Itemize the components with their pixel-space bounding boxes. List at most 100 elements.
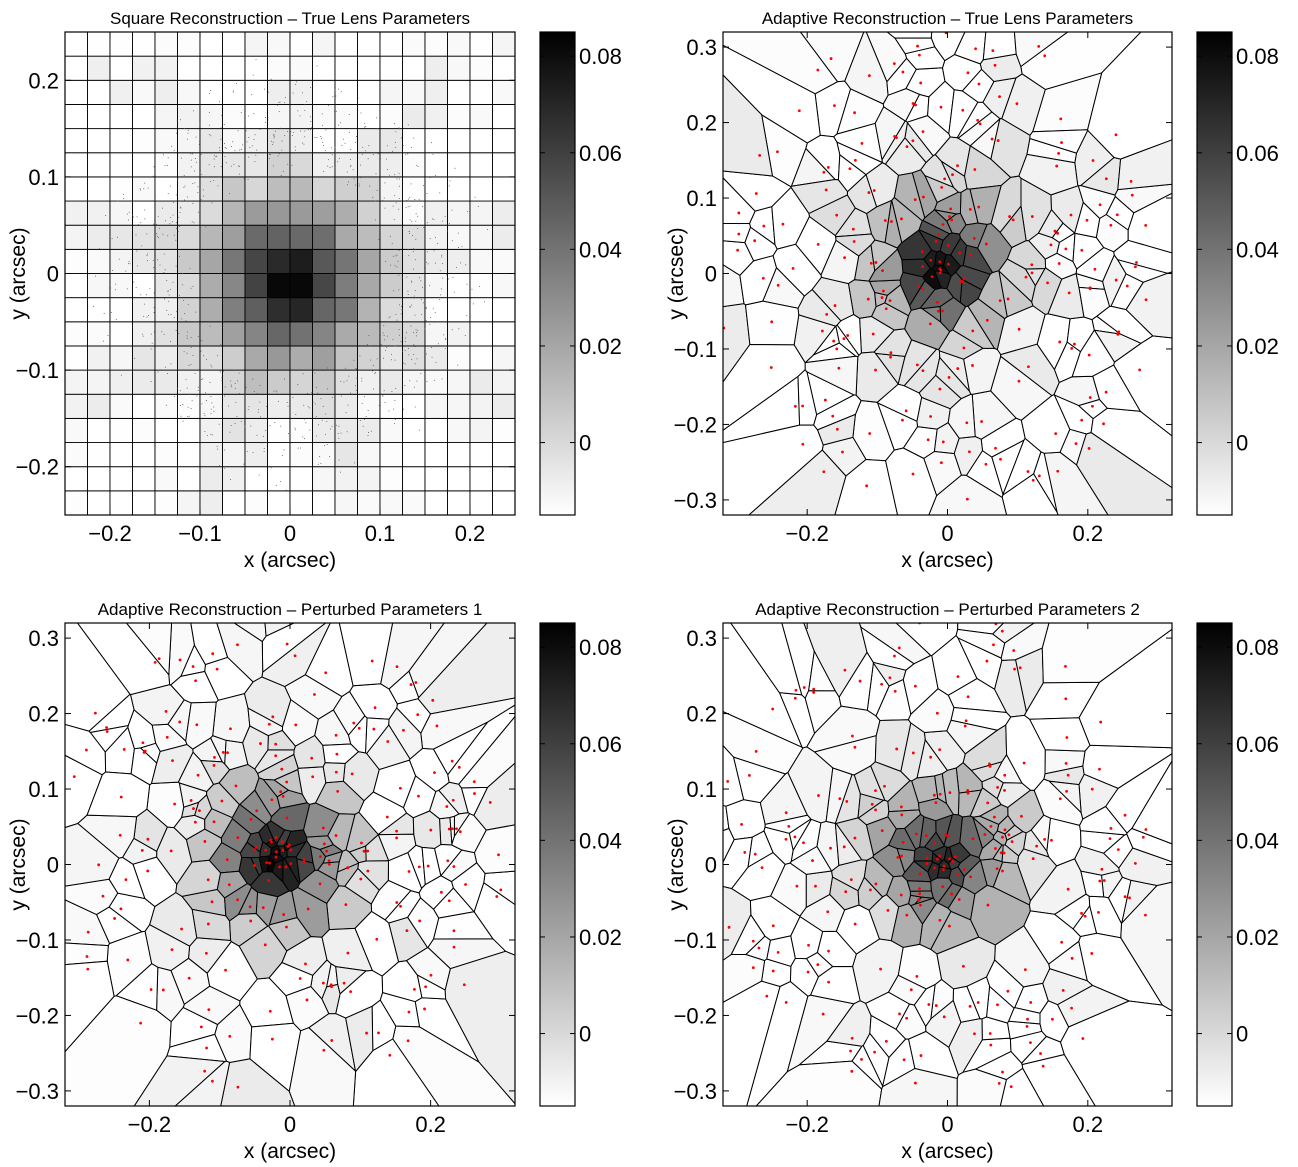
colorbar-tick-label: 0.06	[1236, 141, 1279, 166]
source-point	[1030, 271, 1034, 275]
image-point	[404, 341, 406, 343]
image-point	[224, 467, 226, 469]
image-point	[184, 185, 186, 187]
image-point	[358, 183, 360, 185]
grid-cell	[154, 369, 178, 395]
grid-cell	[244, 273, 268, 299]
image-point	[220, 343, 222, 345]
grid-cell	[469, 417, 493, 443]
image-point	[344, 367, 346, 369]
x-axis-label: x (arcsec)	[901, 1140, 993, 1163]
source-point	[1001, 869, 1004, 873]
image-point	[221, 114, 223, 116]
grid-cell	[154, 442, 178, 468]
source-point	[488, 801, 492, 804]
image-point	[349, 392, 351, 394]
grid-cell	[492, 200, 515, 226]
image-point	[152, 297, 154, 299]
image-point	[439, 270, 441, 272]
source-point	[999, 851, 1003, 855]
image-point	[259, 401, 261, 403]
image-point	[265, 441, 267, 443]
grid-cell	[222, 369, 246, 395]
grid-cell	[87, 273, 111, 299]
grid-cell	[289, 273, 313, 299]
grid-cell	[379, 79, 403, 105]
grid-cell	[109, 55, 133, 81]
image-point	[238, 165, 240, 167]
image-point	[425, 307, 427, 309]
image-point	[383, 197, 385, 199]
voronoi-cell	[288, 1027, 357, 1106]
source-point	[402, 728, 405, 732]
source-point	[841, 450, 844, 454]
image-point	[111, 311, 113, 313]
image-point	[144, 209, 146, 211]
voronoi-cell	[444, 950, 515, 1105]
image-point	[192, 202, 194, 204]
image-point	[374, 372, 376, 374]
source-point	[1088, 287, 1092, 291]
source-point	[941, 223, 945, 226]
image-point	[320, 463, 322, 465]
source-point	[784, 811, 788, 815]
grid-cell	[154, 200, 178, 226]
voronoi-cell	[766, 935, 796, 967]
source-point	[888, 676, 892, 680]
source-point	[915, 832, 918, 836]
image-point	[143, 188, 145, 190]
image-point	[258, 408, 260, 410]
grid-cell	[154, 79, 178, 105]
source-point	[1065, 790, 1068, 793]
source-point	[938, 271, 942, 275]
source-point	[452, 945, 456, 949]
image-point	[195, 311, 197, 313]
image-point	[206, 435, 208, 437]
source-point	[267, 879, 270, 882]
grid-cell	[87, 224, 111, 250]
image-point	[129, 263, 131, 265]
grid-cell	[334, 466, 358, 492]
grid-cell	[267, 369, 291, 395]
source-point	[999, 457, 1002, 461]
image-point	[395, 202, 397, 204]
source-point	[956, 675, 960, 679]
source-point	[285, 780, 289, 784]
image-point	[136, 216, 138, 218]
grid-cell	[379, 224, 403, 250]
source-point	[1024, 275, 1028, 279]
image-point	[126, 288, 128, 290]
image-point	[443, 225, 445, 227]
image-point	[197, 192, 199, 194]
source-point	[1067, 291, 1071, 295]
image-point	[273, 390, 275, 392]
image-point	[425, 306, 427, 308]
source-point	[157, 657, 161, 661]
source-point	[784, 837, 788, 841]
image-point	[364, 123, 366, 125]
source-point	[992, 815, 996, 819]
image-point	[172, 214, 174, 216]
image-point	[194, 321, 196, 323]
image-point	[234, 387, 236, 389]
image-point	[413, 248, 415, 250]
image-point	[401, 350, 403, 352]
source-point	[457, 765, 461, 769]
source-point	[1050, 838, 1053, 842]
image-point	[477, 206, 479, 208]
image-point	[466, 211, 468, 213]
image-point	[282, 170, 284, 172]
source-point	[852, 240, 856, 243]
grid-cell	[469, 55, 493, 81]
image-point	[165, 404, 167, 406]
source-point	[1098, 767, 1101, 771]
image-point	[164, 220, 166, 222]
source-point	[811, 859, 814, 862]
grid-cell	[267, 32, 291, 57]
image-point	[235, 83, 237, 85]
image-point	[219, 370, 221, 372]
image-point	[394, 419, 396, 421]
source-point	[286, 845, 290, 848]
image-point	[401, 277, 403, 279]
grid-cell	[424, 248, 448, 274]
